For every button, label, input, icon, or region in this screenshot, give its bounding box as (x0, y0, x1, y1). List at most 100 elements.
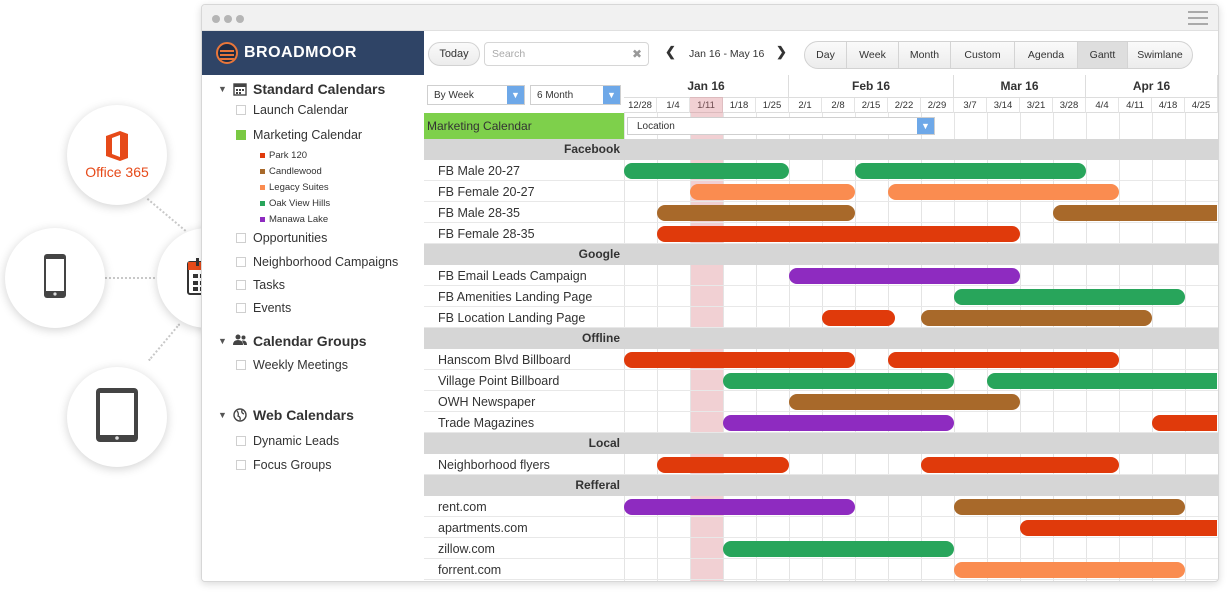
week-header-row: 12/28 1/4 1/11 1/18 1/25 2/1 2/8 2/15 2/22 2/29 3/… (624, 97, 1218, 113)
tablet-icon (95, 387, 139, 448)
checkbox[interactable] (236, 105, 246, 115)
checkbox[interactable] (236, 233, 246, 243)
row-divider (424, 201, 1218, 202)
select-value: By Week (434, 89, 474, 101)
gantt-bar[interactable] (690, 183, 855, 200)
row-label: FB Female 28-35 (438, 226, 535, 241)
checkbox[interactable] (236, 257, 246, 267)
gantt-bar[interactable] (657, 225, 1020, 242)
group-calendar-groups[interactable]: ▼ Calendar Groups (218, 333, 367, 349)
view-agenda[interactable]: Agenda (1015, 42, 1078, 68)
checkbox[interactable] (236, 460, 246, 470)
calendar-item-dynamic-leads[interactable]: Dynamic Leads (236, 434, 339, 448)
collapse-triangle-icon[interactable]: ▼ (218, 410, 227, 420)
calendar-item-weekly-meetings[interactable]: Weekly Meetings (236, 358, 348, 372)
collapse-triangle-icon[interactable]: ▼ (218, 84, 227, 94)
calendar-item-opportunities[interactable]: Opportunities (236, 231, 327, 245)
gantt-bar[interactable] (987, 372, 1217, 389)
hamburger-menu-icon[interactable] (1188, 11, 1208, 25)
gantt-bar[interactable] (888, 183, 1119, 200)
window-dot[interactable] (236, 15, 244, 23)
gantt-bar[interactable] (657, 204, 855, 221)
view-gantt[interactable]: Gantt (1078, 42, 1128, 68)
section-label: Google (578, 247, 620, 261)
phone-circle[interactable] (5, 228, 105, 328)
gantt-bar[interactable] (789, 393, 1020, 410)
gantt-bar[interactable] (789, 267, 1020, 284)
checkbox[interactable] (236, 436, 246, 446)
week-header: 4/11 (1119, 98, 1152, 113)
gantt-bar[interactable] (888, 351, 1119, 368)
window-dot[interactable] (212, 15, 220, 23)
subitem-candlewood[interactable]: Candlewood (260, 166, 322, 177)
gantt-bar[interactable] (1020, 519, 1217, 536)
calendar-item-marketing[interactable]: Marketing Calendar (236, 128, 362, 142)
gantt-bar[interactable] (921, 309, 1152, 326)
location-select[interactable]: Location ▼ (627, 117, 935, 135)
gantt-bar[interactable] (954, 498, 1185, 515)
brand-header: BROADMOOR (202, 31, 424, 75)
calendar-item-neighborhood-campaigns[interactable]: Neighborhood Campaigns (236, 255, 398, 269)
gantt-bar[interactable] (624, 162, 789, 179)
search-input[interactable]: Search ✖ (484, 42, 649, 66)
calendar-item-focus-groups[interactable]: Focus Groups (236, 458, 332, 472)
view-week[interactable]: Week (847, 42, 899, 68)
office365-circle[interactable]: Office 365 (67, 105, 167, 205)
item-label: Focus Groups (253, 458, 332, 472)
checkbox[interactable] (236, 360, 246, 370)
gantt-bar[interactable] (954, 288, 1185, 305)
gantt-bar[interactable] (723, 414, 954, 431)
week-header: 2/22 (888, 98, 921, 113)
group-web-calendars[interactable]: ▼ Web Calendars (218, 407, 354, 423)
window-dot[interactable] (224, 15, 232, 23)
phone-icon (43, 253, 67, 304)
group-standard-calendars[interactable]: ▼ Standard Calendars (218, 81, 385, 97)
view-day[interactable]: Day (805, 42, 847, 68)
subitem-legacy-suites[interactable]: Legacy Suites (260, 182, 329, 193)
gantt-bar[interactable] (624, 498, 855, 515)
item-label: Neighborhood Campaigns (253, 255, 399, 269)
chevron-down-icon[interactable]: ▼ (917, 118, 934, 134)
row-label: zillow.com (438, 541, 495, 556)
group-by-select[interactable]: By Week ▼ (427, 85, 525, 105)
gantt-bar[interactable] (657, 456, 789, 473)
next-arrow-icon[interactable]: ❯ (776, 44, 787, 59)
row-label: apartments.com (438, 520, 528, 535)
tablet-circle[interactable] (67, 367, 167, 467)
calendar-item-launch[interactable]: Launch Calendar (236, 103, 348, 117)
calendar-item-events[interactable]: Events (236, 301, 291, 315)
view-swimlane[interactable]: Swimlane (1137, 49, 1183, 61)
row-divider (424, 411, 1218, 412)
calendar-item-tasks[interactable]: Tasks (236, 278, 285, 292)
week-header: 2/8 (822, 98, 855, 113)
week-header: 2/1 (789, 98, 822, 113)
span-select[interactable]: 6 Month ▼ (530, 85, 621, 105)
section-header: Local (424, 433, 1218, 454)
chevron-down-icon[interactable]: ▼ (507, 86, 524, 104)
clear-search-icon[interactable]: ✖ (631, 47, 642, 61)
view-month[interactable]: Month (899, 42, 951, 68)
collapse-triangle-icon[interactable]: ▼ (218, 336, 227, 346)
subitem-manawa-lake[interactable]: Manawa Lake (260, 214, 328, 225)
gantt-bar[interactable] (855, 162, 1086, 179)
item-label: Tasks (253, 278, 285, 292)
gantt-bar[interactable] (954, 561, 1185, 578)
subitem-oak-view-hills[interactable]: Oak View Hills (260, 198, 330, 209)
checkbox[interactable] (236, 280, 246, 290)
gantt-bar[interactable] (1053, 204, 1217, 221)
prev-arrow-icon[interactable]: ❮ (665, 44, 676, 59)
view-custom[interactable]: Custom (951, 42, 1015, 68)
gantt-bar[interactable] (723, 372, 954, 389)
gantt-bar[interactable] (822, 309, 895, 326)
today-button[interactable]: Today (428, 42, 480, 66)
color-swatch (260, 153, 265, 158)
checkbox-checked[interactable] (236, 130, 246, 140)
gantt-bar[interactable] (723, 540, 954, 557)
week-header: 2/15 (855, 98, 888, 113)
subitem-park-120[interactable]: Park 120 (260, 150, 307, 161)
gantt-bar[interactable] (921, 456, 1119, 473)
gantt-bar[interactable] (1152, 414, 1217, 431)
chevron-down-icon[interactable]: ▼ (603, 86, 620, 104)
gantt-bar[interactable] (624, 351, 855, 368)
checkbox[interactable] (236, 303, 246, 313)
